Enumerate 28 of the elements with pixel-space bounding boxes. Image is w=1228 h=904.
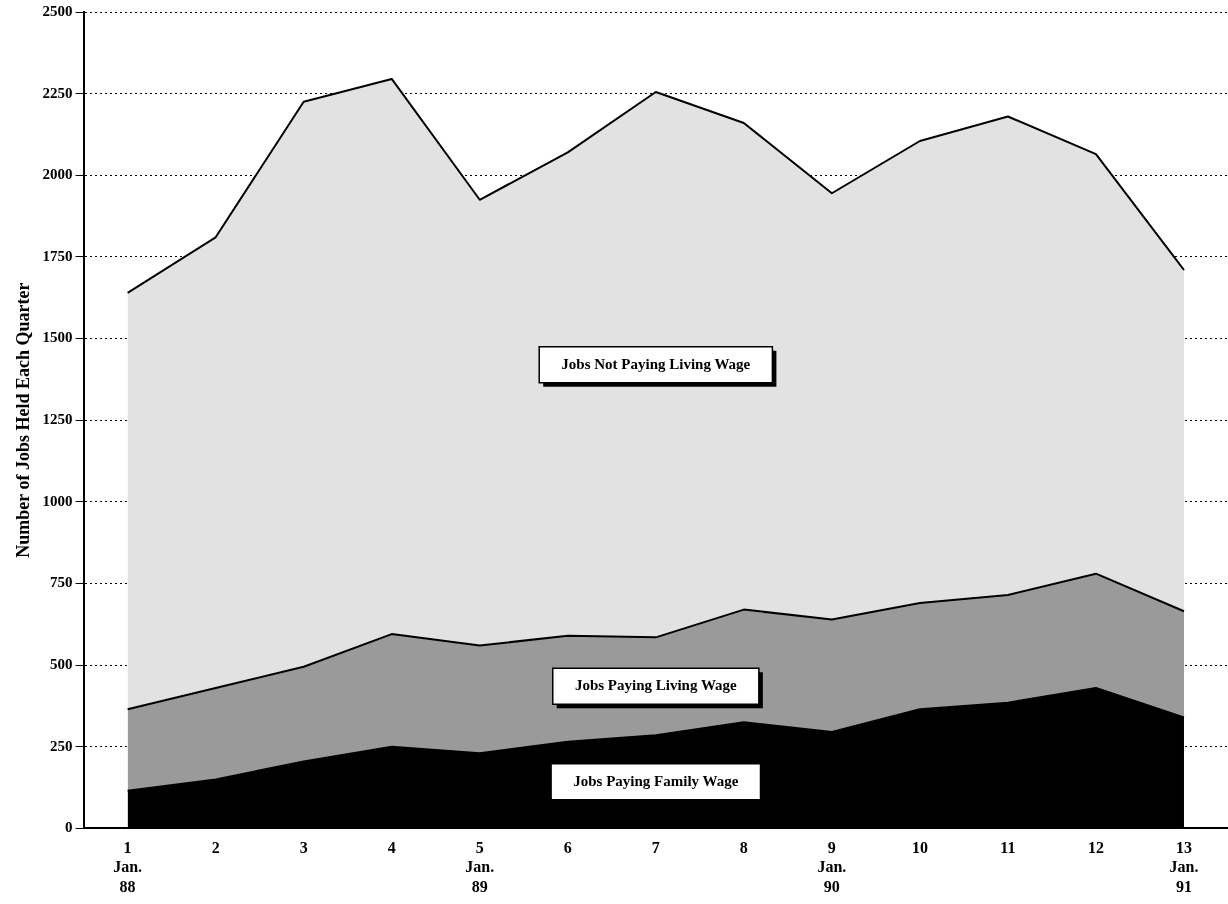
- x-tick-label: 12: [1087, 839, 1104, 857]
- y-axis-title: Number of Jobs Held Each Quarter: [13, 282, 34, 558]
- y-tick-label: 500: [50, 655, 73, 672]
- x-tick-label: 2: [211, 839, 220, 857]
- y-tick-label: 1500: [42, 329, 73, 346]
- series-label: Jobs Not Paying Living Wage: [561, 355, 751, 372]
- y-tick-label: 0: [65, 819, 73, 836]
- x-tick-label: 9 Jan. 90: [817, 839, 847, 895]
- x-tick-label: 4: [387, 839, 396, 857]
- y-tick-label: 2250: [42, 84, 73, 101]
- y-tick-label: 250: [50, 737, 73, 754]
- y-tick-label: 1000: [42, 492, 73, 509]
- x-tick-label: 13 Jan. 91: [1169, 839, 1199, 895]
- y-tick-label: 750: [50, 574, 73, 591]
- x-tick-label: 7: [651, 839, 660, 857]
- x-tick-label: 6: [563, 839, 572, 857]
- y-tick-label: 2500: [42, 2, 73, 19]
- x-tick-label: 5 Jan. 89: [465, 839, 495, 895]
- x-tick-label: 11: [1000, 839, 1016, 857]
- y-tick-label: 2000: [42, 166, 73, 183]
- series-label: Jobs Paying Family Wage: [573, 772, 739, 789]
- x-tick-label: 3: [299, 839, 308, 857]
- x-tick-label: 10: [911, 839, 928, 857]
- y-tick-label: 1750: [42, 247, 73, 264]
- x-tick-label: 8: [739, 839, 748, 857]
- x-tick-label: 1 Jan. 88: [113, 839, 143, 895]
- y-tick-label: 1250: [42, 411, 73, 428]
- series-label: Jobs Paying Living Wage: [574, 677, 738, 694]
